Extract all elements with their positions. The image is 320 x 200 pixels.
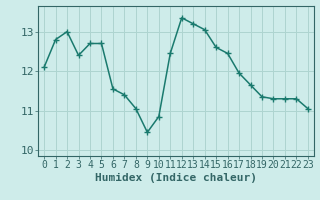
- X-axis label: Humidex (Indice chaleur): Humidex (Indice chaleur): [95, 173, 257, 183]
